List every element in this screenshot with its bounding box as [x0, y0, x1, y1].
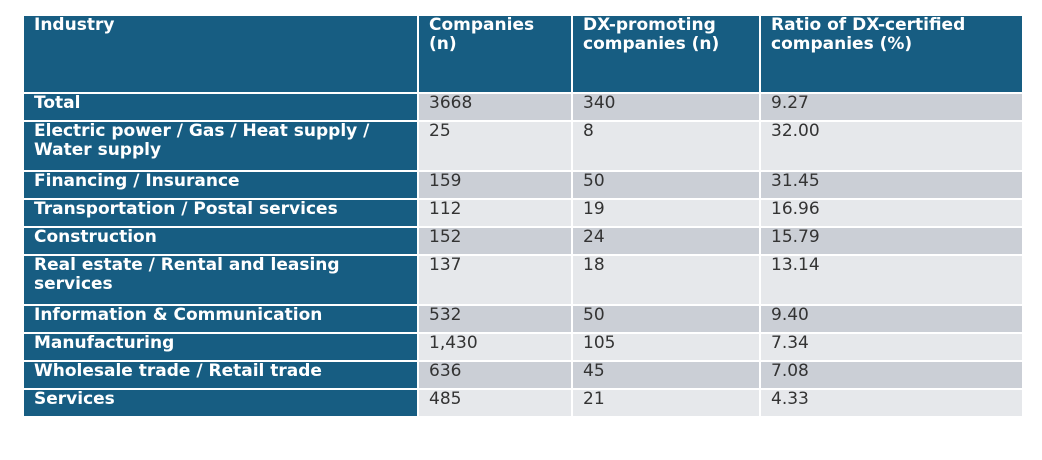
row-industry: Electric power / Gas / Heat supply / Wat…	[22, 120, 419, 172]
row-dx-promoting: 8	[571, 120, 761, 172]
table-row: Manufacturing 1,430 105 7.34	[22, 332, 1024, 362]
row-ratio: 16.96	[759, 198, 1024, 228]
header-companies: Companies (n)	[417, 14, 573, 94]
row-industry: Construction	[22, 226, 419, 256]
table-row: Transportation / Postal services 112 19 …	[22, 198, 1024, 228]
row-ratio: 31.45	[759, 170, 1024, 200]
row-ratio: 4.33	[759, 388, 1024, 418]
row-industry: Manufacturing	[22, 332, 419, 362]
header-industry: Industry	[22, 14, 419, 94]
row-ratio: 9.40	[759, 304, 1024, 334]
table-row: Financing / Insurance 159 50 31.45	[22, 170, 1024, 200]
row-dx-promoting: 21	[571, 388, 761, 418]
row-companies: 636	[417, 360, 573, 390]
row-companies: 1,430	[417, 332, 573, 362]
row-companies: 3668	[417, 92, 573, 122]
row-industry: Wholesale trade / Retail trade	[22, 360, 419, 390]
row-companies: 485	[417, 388, 573, 418]
row-dx-promoting: 50	[571, 170, 761, 200]
row-industry: Real estate / Rental and leasing service…	[22, 254, 419, 306]
row-ratio: 9.27	[759, 92, 1024, 122]
table-row: Construction 152 24 15.79	[22, 226, 1024, 256]
row-dx-promoting: 50	[571, 304, 761, 334]
row-ratio: 7.34	[759, 332, 1024, 362]
header-ratio: Ratio of DX-certified companies (%)	[759, 14, 1024, 94]
row-companies: 152	[417, 226, 573, 256]
row-ratio: 13.14	[759, 254, 1024, 306]
row-dx-promoting: 105	[571, 332, 761, 362]
row-industry: Transportation / Postal services	[22, 198, 419, 228]
row-dx-promoting: 45	[571, 360, 761, 390]
row-companies: 137	[417, 254, 573, 306]
table-row: Information & Communication 532 50 9.40	[22, 304, 1024, 334]
table-row: Electric power / Gas / Heat supply / Wat…	[22, 120, 1024, 172]
row-companies: 112	[417, 198, 573, 228]
row-industry: Total	[22, 92, 419, 122]
row-ratio: 15.79	[759, 226, 1024, 256]
row-dx-promoting: 18	[571, 254, 761, 306]
dx-industry-table: Industry Companies (n) DX-promoting comp…	[22, 14, 1024, 418]
row-ratio: 7.08	[759, 360, 1024, 390]
row-industry: Financing / Insurance	[22, 170, 419, 200]
row-dx-promoting: 19	[571, 198, 761, 228]
table-body: Total 3668 340 9.27 Electric power / Gas…	[22, 92, 1024, 418]
table-row: Services 485 21 4.33	[22, 388, 1024, 418]
row-companies: 159	[417, 170, 573, 200]
row-dx-promoting: 24	[571, 226, 761, 256]
row-industry: Information & Communication	[22, 304, 419, 334]
table-row: Real estate / Rental and leasing service…	[22, 254, 1024, 306]
row-companies: 25	[417, 120, 573, 172]
table-header: Industry Companies (n) DX-promoting comp…	[22, 14, 1024, 94]
row-dx-promoting: 340	[571, 92, 761, 122]
row-companies: 532	[417, 304, 573, 334]
header-row: Industry Companies (n) DX-promoting comp…	[22, 14, 1024, 94]
header-dx-promoting: DX-promoting companies (n)	[571, 14, 761, 94]
table-row: Total 3668 340 9.27	[22, 92, 1024, 122]
row-ratio: 32.00	[759, 120, 1024, 172]
row-industry: Services	[22, 388, 419, 418]
table-row: Wholesale trade / Retail trade 636 45 7.…	[22, 360, 1024, 390]
